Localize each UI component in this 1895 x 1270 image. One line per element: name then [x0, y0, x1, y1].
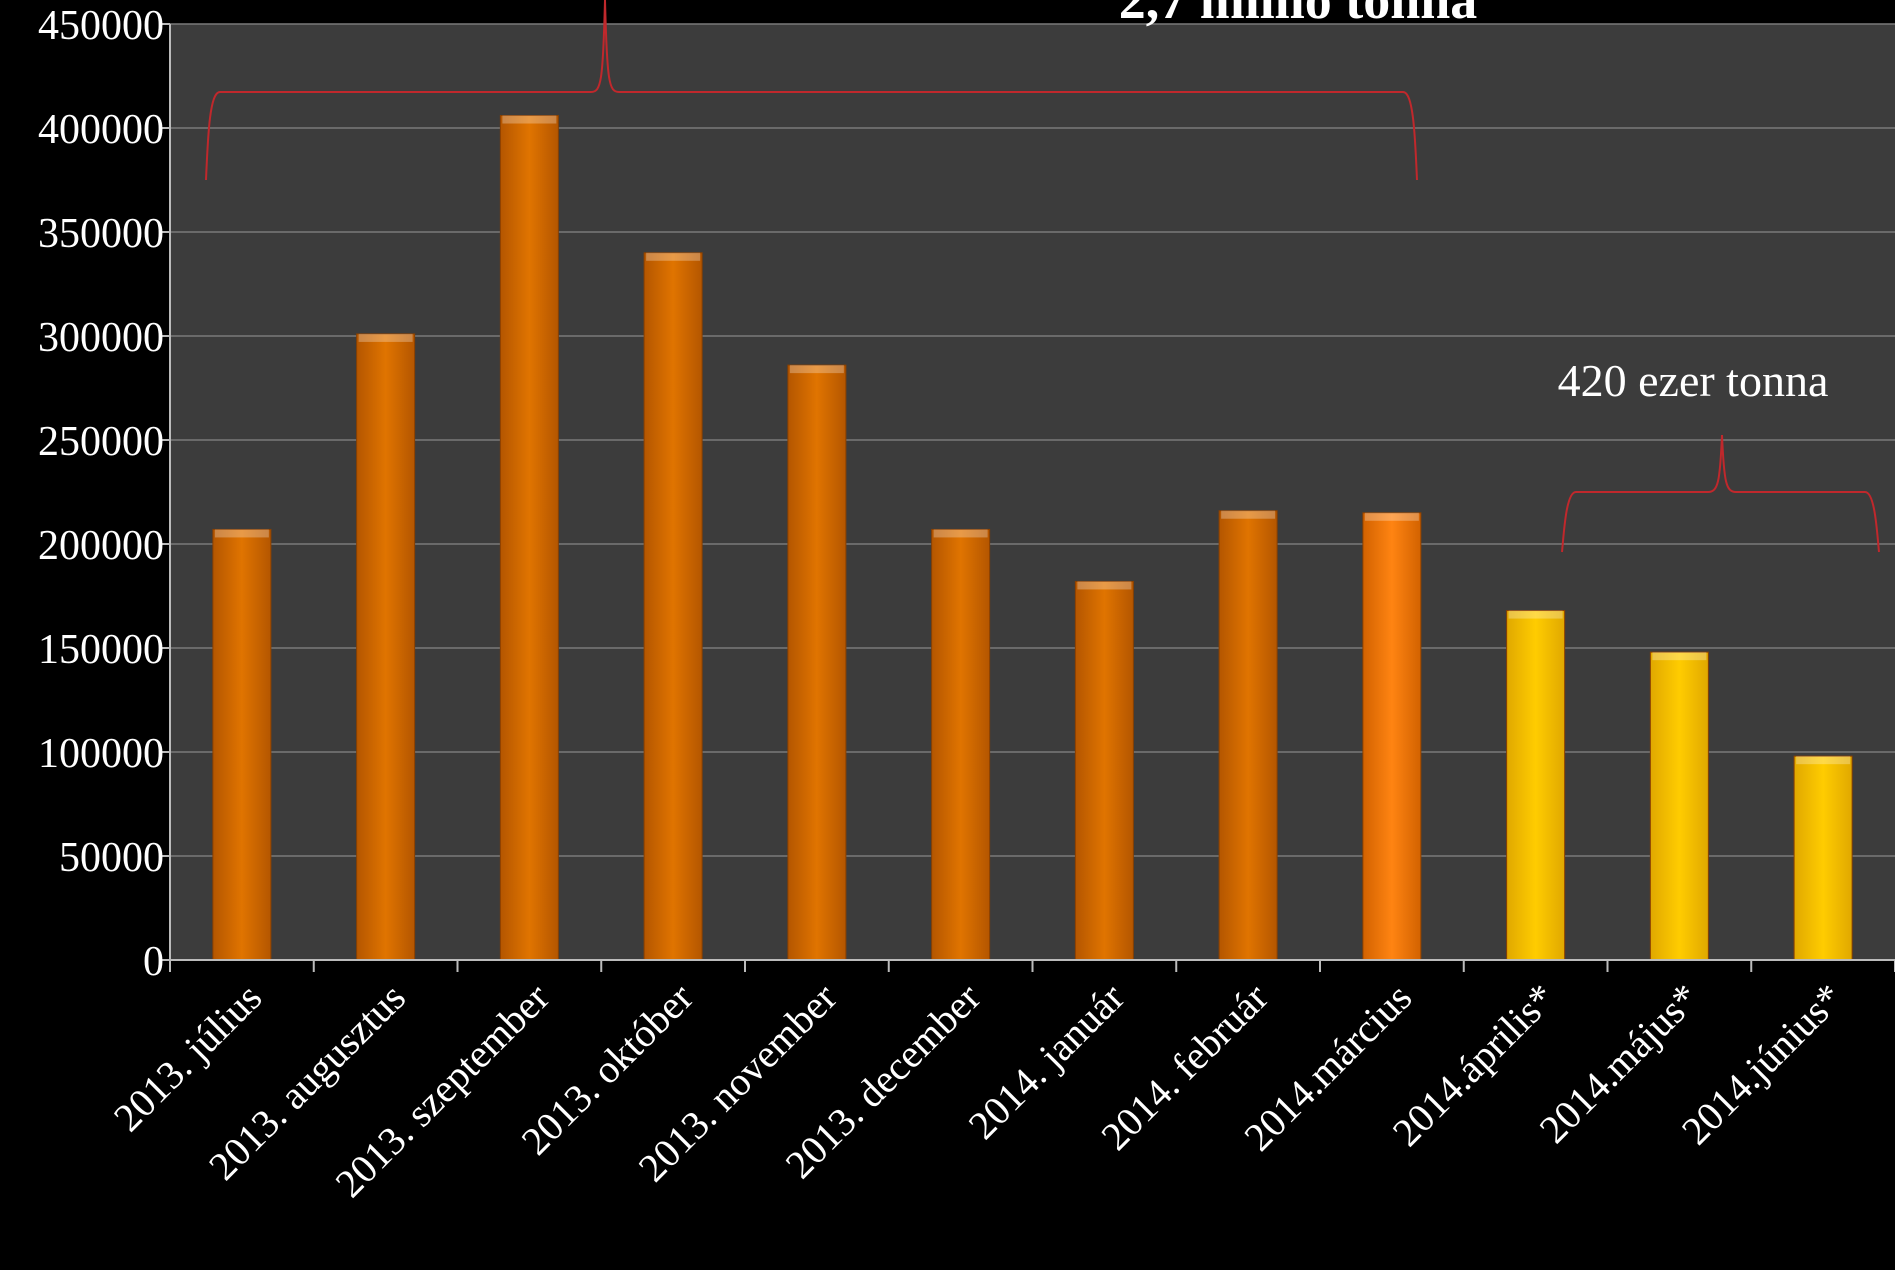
brace	[1561, 434, 1880, 553]
bar	[1506, 610, 1566, 961]
bar-highlight	[214, 529, 269, 538]
annotation-forecast-label: 420 ezer tonna	[1558, 355, 1829, 406]
bar	[1218, 510, 1278, 961]
gridlines	[170, 23, 1895, 857]
y-tick-label: 50000	[59, 835, 164, 881]
bar	[212, 528, 272, 961]
bar	[1649, 651, 1709, 961]
bar-highlight	[1221, 510, 1276, 519]
bar-highlight	[502, 115, 557, 124]
bar-highlight	[1652, 652, 1707, 661]
y-tick-label: 100000	[38, 731, 164, 777]
bar	[1362, 512, 1422, 961]
bar	[643, 252, 703, 961]
bar	[1074, 580, 1134, 961]
bar	[356, 333, 416, 961]
y-axis-ticks: 0 50000 100000 150000 200000 250000 300000 3500…	[38, 3, 170, 985]
bar-highlight	[789, 365, 844, 374]
bar-highlight	[1508, 610, 1563, 619]
y-tick-label: 400000	[38, 107, 164, 153]
bars	[212, 115, 1853, 961]
bar	[787, 364, 847, 961]
bar	[931, 528, 991, 961]
brace	[205, 0, 1418, 181]
bar-highlight	[933, 529, 988, 538]
bar	[499, 115, 559, 961]
annotations: 2,7 millió tonna 420 ezer tonna	[205, 0, 1880, 553]
y-tick-label: 0	[143, 939, 164, 985]
y-tick-label: 300000	[38, 315, 164, 361]
y-tick-label: 250000	[38, 419, 164, 465]
bar-highlight	[358, 333, 413, 342]
bar-highlight	[1077, 581, 1132, 590]
bar-highlight	[1364, 512, 1419, 521]
y-tick-label: 200000	[38, 523, 164, 569]
bar-highlight	[646, 252, 701, 261]
y-tick-label: 350000	[38, 211, 164, 257]
annotation-total-label: 2,7 millió tonna	[1119, 0, 1478, 30]
y-tick-label: 450000	[38, 3, 164, 49]
y-tick-label: 150000	[38, 627, 164, 673]
bar	[1793, 755, 1853, 961]
bar-highlight	[1796, 756, 1851, 765]
